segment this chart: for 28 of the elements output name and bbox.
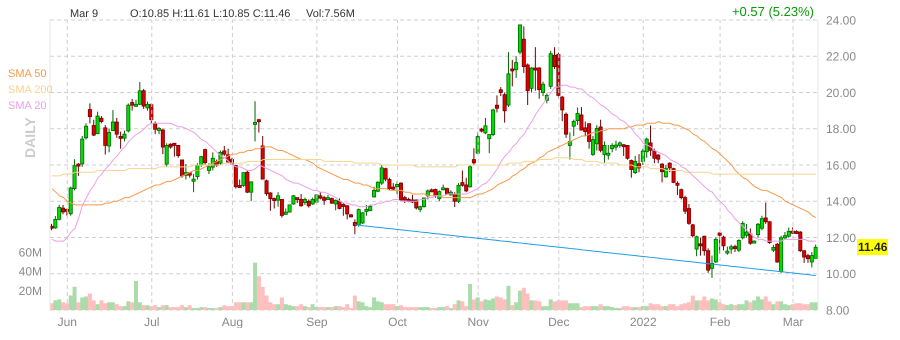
x-tick-label: Oct — [388, 315, 408, 329]
y-tick-label: 24.00 — [826, 13, 856, 28]
x-tick-label: Jun — [58, 315, 77, 329]
y2-tick-label: 60M — [18, 245, 42, 260]
text: SMA 200 — [8, 83, 53, 98]
y-tick-label: 16.00 — [826, 158, 856, 172]
y-tick-label: 22.00 — [826, 50, 856, 64]
annotation: Mar 9 — [70, 8, 98, 20]
x-tick-label: Nov — [467, 315, 489, 329]
x-tick-label: Jul — [144, 315, 160, 329]
x-tick-label: 2022 — [630, 315, 657, 329]
y2-tick-label: 40M — [18, 264, 42, 279]
x-tick-label: Mar — [782, 315, 804, 329]
y-tick-label: 18.00 — [826, 122, 856, 136]
text: 11.46 — [857, 239, 888, 256]
text: SMA 50 — [8, 67, 48, 82]
annotation: Vol:7.56M — [306, 8, 355, 20]
y-tick-label: 20.00 — [826, 86, 856, 100]
y2-tick-label: 20M — [18, 284, 42, 298]
x-tick-label: Feb — [710, 315, 731, 329]
text: SMA 20 — [8, 99, 48, 114]
x-tick-label: Dec — [548, 315, 570, 329]
y-tick-label: 10.00 — [826, 267, 856, 282]
y-tick-label: 8.00 — [826, 303, 850, 318]
annotation: O:10.85 H:11.61 L:10.85 C:11.46 — [130, 8, 290, 20]
y-tick-label: 12.00 — [826, 230, 856, 245]
y-tick-label: 14.00 — [826, 194, 856, 209]
text: +0.57 (5.23%) — [732, 4, 814, 19]
